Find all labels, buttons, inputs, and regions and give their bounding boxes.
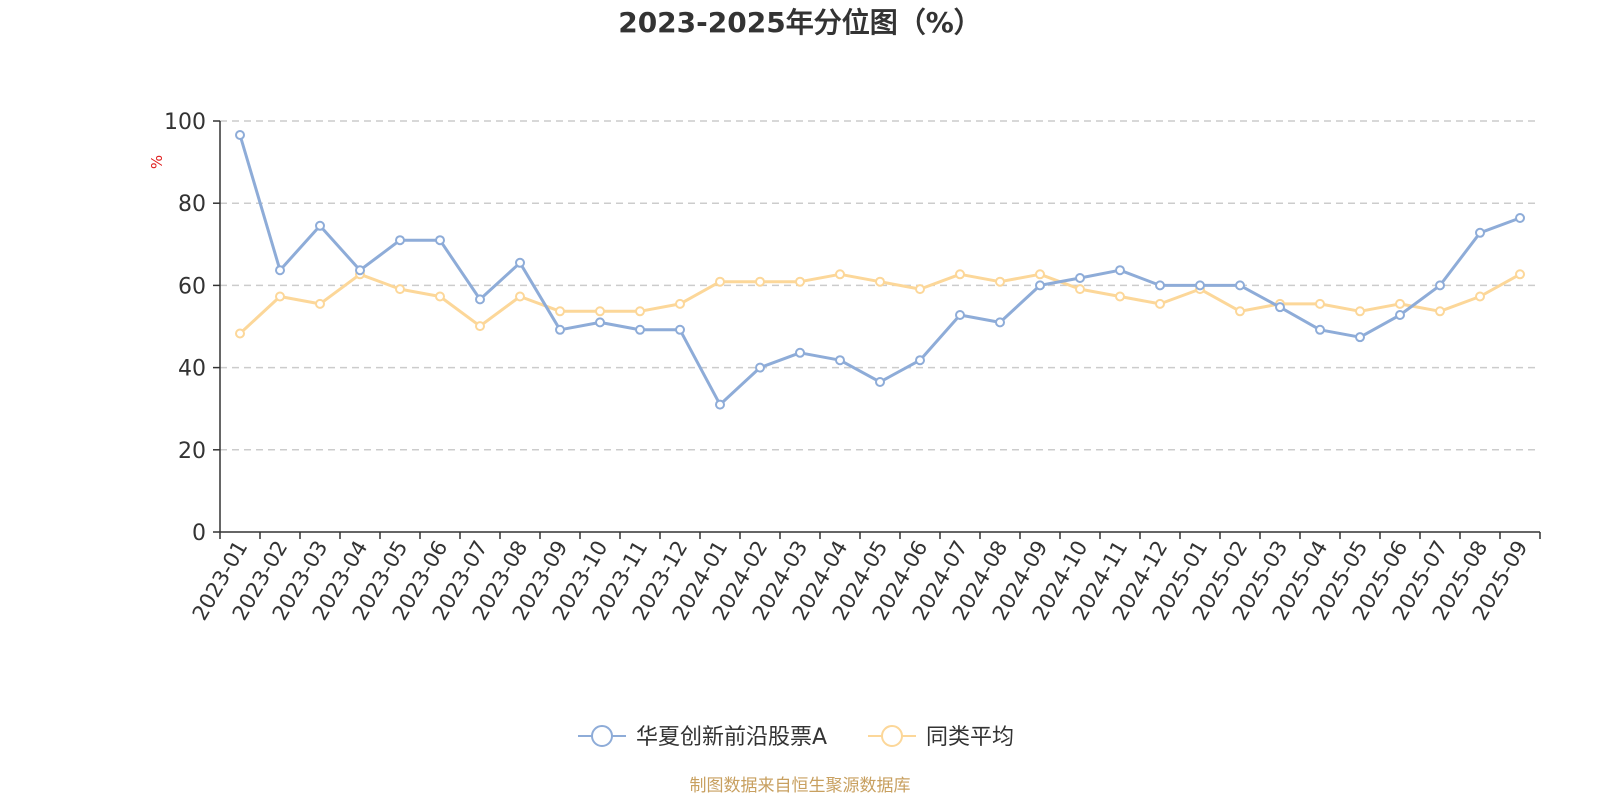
data-point xyxy=(1435,280,1445,291)
data-point xyxy=(995,276,1005,287)
legend-label: 同类平均 xyxy=(926,725,1014,750)
data-point xyxy=(955,309,965,320)
data-point xyxy=(235,328,245,339)
data-point xyxy=(475,294,485,305)
data-point xyxy=(915,284,925,295)
series-line xyxy=(238,134,1521,407)
data-point xyxy=(1035,280,1045,291)
data-point xyxy=(555,306,565,317)
data-point xyxy=(595,306,605,317)
data-point xyxy=(715,276,725,287)
y-tick-label: 40 xyxy=(178,357,206,382)
series-lines xyxy=(235,129,1525,410)
data-point xyxy=(715,399,725,410)
data-point xyxy=(1275,302,1285,313)
data-point xyxy=(315,220,325,231)
data-point xyxy=(1075,284,1085,295)
y-tick-label: 0 xyxy=(192,521,206,546)
data-point xyxy=(515,257,525,268)
data-point xyxy=(1475,291,1485,302)
data-point xyxy=(1515,212,1525,223)
data-point xyxy=(595,317,605,328)
y-tick-label: 20 xyxy=(178,439,206,464)
data-point xyxy=(1115,291,1125,302)
data-point xyxy=(395,235,405,246)
data-point xyxy=(1235,306,1245,317)
data-point xyxy=(1115,265,1125,276)
data-point xyxy=(875,276,885,287)
data-point xyxy=(435,291,445,302)
data-point xyxy=(1315,324,1325,335)
data-point xyxy=(955,269,965,280)
data-point xyxy=(1155,298,1165,309)
data-point xyxy=(835,355,845,366)
data-source-note: 制图数据来自恒生聚源数据库 xyxy=(690,776,911,796)
data-point xyxy=(275,265,285,276)
data-point xyxy=(1035,269,1045,280)
data-point xyxy=(875,376,885,387)
data-point xyxy=(995,317,1005,328)
data-point xyxy=(1235,280,1245,291)
data-point xyxy=(915,355,925,366)
data-point xyxy=(275,291,285,302)
y-tick-label: 60 xyxy=(178,274,206,299)
data-point xyxy=(395,284,405,295)
data-point xyxy=(1315,298,1325,309)
legend-marker-icon xyxy=(881,725,903,747)
data-point xyxy=(1355,332,1365,343)
data-point xyxy=(315,298,325,309)
data-point xyxy=(1515,269,1525,280)
data-point xyxy=(435,235,445,246)
y-tick-label: 80 xyxy=(178,192,206,217)
legend-marker-icon xyxy=(591,725,613,747)
series-group xyxy=(235,269,1525,339)
y-axis-ticks: 0 20 40 60 80 100 xyxy=(164,110,206,546)
chart-title: 2023-2025年分位图（%） xyxy=(618,6,982,39)
data-point xyxy=(755,362,765,373)
data-point xyxy=(675,324,685,335)
data-point xyxy=(835,269,845,280)
data-point xyxy=(635,324,645,335)
data-point xyxy=(1435,306,1445,317)
legend[interactable]: 华夏创新前沿股票A 同类平均 xyxy=(578,725,1014,750)
axes xyxy=(213,120,1541,539)
data-point xyxy=(795,276,805,287)
data-point xyxy=(1195,280,1205,291)
data-point xyxy=(1475,227,1485,238)
x-axis-ticks: 2023-012023-022023-032023-042023-052023-… xyxy=(188,537,1533,625)
y-axis-unit: % xyxy=(148,155,166,169)
data-point xyxy=(795,347,805,358)
legend-label: 华夏创新前沿股票A xyxy=(636,725,827,750)
data-point xyxy=(1395,309,1405,320)
legend-item[interactable]: 华夏创新前沿股票A xyxy=(578,725,827,750)
data-point xyxy=(635,306,645,317)
data-point xyxy=(515,291,525,302)
data-point xyxy=(1155,280,1165,291)
data-point xyxy=(475,321,485,332)
data-point xyxy=(755,276,765,287)
data-point xyxy=(555,324,565,335)
data-point xyxy=(1395,298,1405,309)
data-point xyxy=(355,265,365,276)
data-point xyxy=(235,129,245,140)
data-point xyxy=(675,298,685,309)
series-group xyxy=(235,129,1525,410)
y-tick-label: 100 xyxy=(164,110,206,135)
legend-item[interactable]: 同类平均 xyxy=(868,725,1014,750)
data-point xyxy=(1075,273,1085,284)
data-point xyxy=(1355,306,1365,317)
